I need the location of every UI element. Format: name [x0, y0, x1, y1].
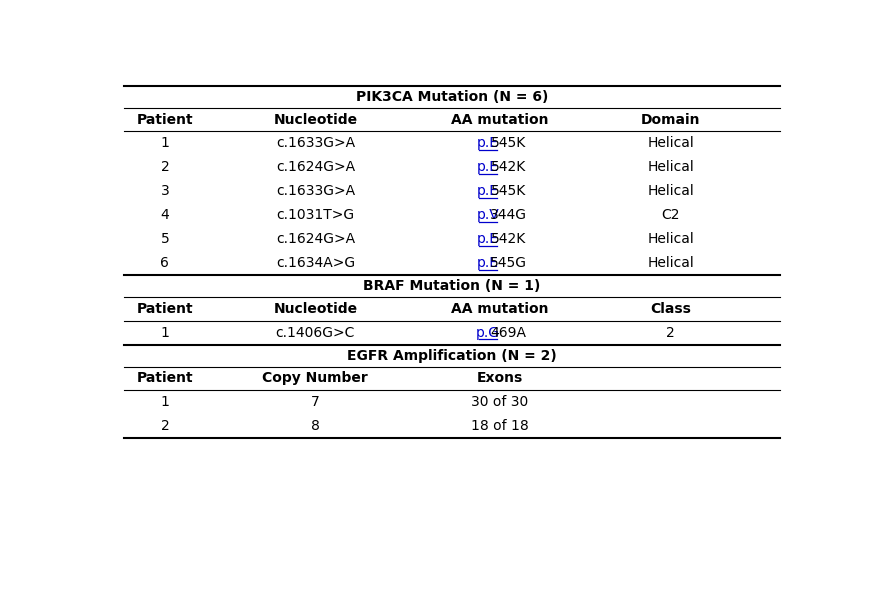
- Text: Exons: Exons: [477, 371, 523, 385]
- Text: 542K: 542K: [491, 160, 527, 174]
- Text: Nucleotide: Nucleotide: [273, 113, 357, 127]
- Text: 2: 2: [667, 326, 675, 340]
- Text: Patient: Patient: [137, 113, 193, 127]
- Text: c.1633G>A: c.1633G>A: [276, 136, 355, 150]
- Text: Helical: Helical: [647, 136, 694, 150]
- Text: Patient: Patient: [137, 371, 193, 385]
- Text: 545K: 545K: [491, 184, 527, 198]
- Text: c.1031T>G: c.1031T>G: [276, 208, 355, 222]
- Text: AA mutation: AA mutation: [451, 113, 549, 127]
- Text: 4: 4: [161, 208, 169, 222]
- Text: c.1624G>A: c.1624G>A: [276, 160, 355, 174]
- Text: EGFR Amplification (N = 2): EGFR Amplification (N = 2): [348, 349, 557, 362]
- Text: Class: Class: [650, 302, 691, 316]
- Text: Domain: Domain: [641, 113, 700, 127]
- Text: 545G: 545G: [490, 256, 527, 270]
- Text: 1: 1: [161, 326, 169, 340]
- Text: BRAF Mutation (N = 1): BRAF Mutation (N = 1): [363, 280, 541, 293]
- Text: 1: 1: [161, 395, 169, 409]
- Text: c.1633G>A: c.1633G>A: [276, 184, 355, 198]
- Text: Patient: Patient: [137, 302, 193, 316]
- Text: 8: 8: [310, 419, 320, 433]
- Text: 2: 2: [161, 419, 169, 433]
- Text: p.E: p.E: [477, 232, 499, 246]
- Text: AA mutation: AA mutation: [451, 302, 549, 316]
- Text: Nucleotide: Nucleotide: [273, 302, 357, 316]
- Text: Helical: Helical: [647, 232, 694, 246]
- Text: 30 of 30: 30 of 30: [471, 395, 528, 409]
- Text: 6: 6: [161, 256, 169, 270]
- Text: 1: 1: [161, 136, 169, 150]
- Text: 18 of 18: 18 of 18: [471, 419, 528, 433]
- Text: 545K: 545K: [491, 136, 527, 150]
- Text: p.E: p.E: [477, 136, 499, 150]
- Text: p.G: p.G: [476, 326, 500, 340]
- Text: C2: C2: [662, 208, 680, 222]
- Text: Copy Number: Copy Number: [263, 371, 368, 385]
- Text: 5: 5: [161, 232, 169, 246]
- Text: p.E: p.E: [477, 256, 499, 270]
- Text: 3: 3: [161, 184, 169, 198]
- Text: c.1406G>C: c.1406G>C: [276, 326, 355, 340]
- Text: p.E: p.E: [477, 160, 499, 174]
- Text: 344G: 344G: [490, 208, 527, 222]
- Text: 2: 2: [161, 160, 169, 174]
- Text: PIK3CA Mutation (N = 6): PIK3CA Mutation (N = 6): [355, 90, 549, 104]
- Text: 469A: 469A: [490, 326, 527, 340]
- Text: 7: 7: [311, 395, 319, 409]
- Text: Helical: Helical: [647, 256, 694, 270]
- Text: c.1624G>A: c.1624G>A: [276, 232, 355, 246]
- Text: c.1634A>G: c.1634A>G: [276, 256, 355, 270]
- Text: p.V: p.V: [476, 208, 499, 222]
- Text: Helical: Helical: [647, 184, 694, 198]
- Text: 542K: 542K: [491, 232, 527, 246]
- Text: Helical: Helical: [647, 160, 694, 174]
- Text: p.E: p.E: [477, 184, 499, 198]
